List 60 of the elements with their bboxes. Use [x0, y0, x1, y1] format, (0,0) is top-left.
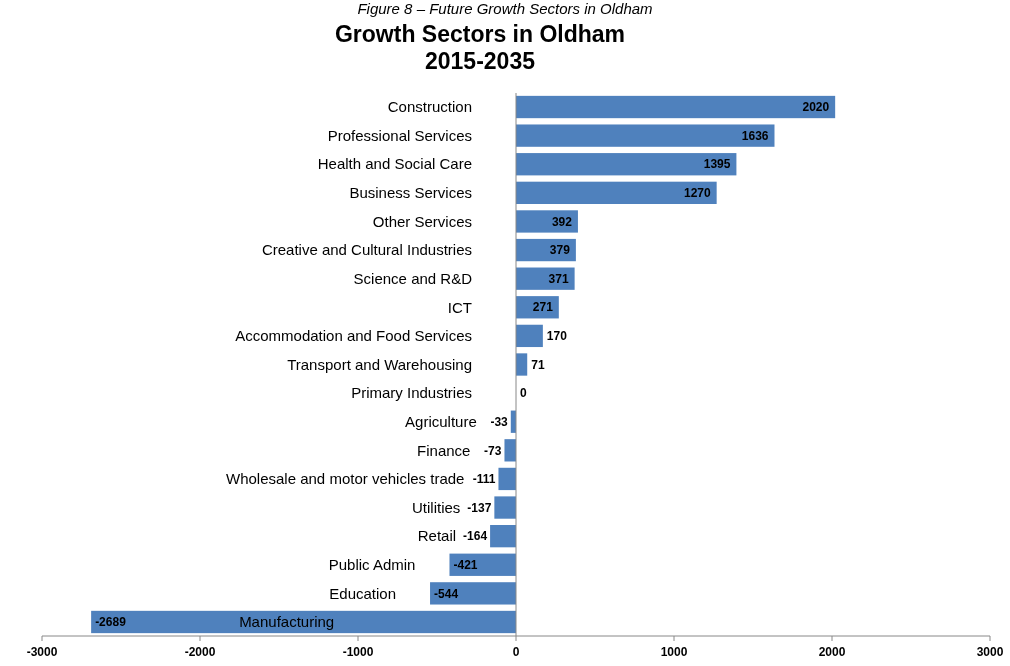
data-label: -544	[434, 586, 459, 601]
bar	[516, 210, 578, 233]
data-label: -111	[472, 472, 496, 487]
chart-title: Growth Sectors in Oldham 2015-2035	[334, 21, 626, 74]
data-label: 0	[520, 386, 527, 401]
y-tick-label: Professional Services	[327, 126, 472, 144]
y-tick-label: Public Admin	[328, 556, 416, 574]
y-tick-label: Science and R&D	[353, 269, 473, 287]
data-label: -33	[490, 414, 509, 429]
x-tick-label: -1000	[342, 645, 374, 659]
y-tick-label: Primary Industries	[351, 384, 472, 402]
bar	[516, 181, 717, 204]
data-label: 1270	[683, 186, 711, 201]
bar	[516, 153, 737, 176]
bar	[494, 496, 516, 519]
caption: Figure 8 – Future Growth Sectors in Oldham	[357, 0, 653, 17]
data-label: 379	[549, 243, 571, 258]
data-label: -73	[484, 443, 502, 458]
y-tick-label: Finance	[417, 441, 471, 459]
bar	[430, 582, 516, 605]
bar	[516, 324, 543, 348]
data-label: -421	[453, 557, 478, 572]
data-label: 2020	[802, 100, 830, 115]
y-tick-label: Manufacturing	[239, 613, 335, 631]
bar	[91, 610, 516, 634]
data-label: 1636	[741, 128, 769, 143]
data-label: 271	[532, 300, 554, 315]
y-tick-label: Other Services	[372, 212, 472, 230]
y-tick-label: Health and Social Care	[317, 155, 472, 173]
x-tick-label: -2000	[184, 645, 216, 659]
y-tick-label: Accommodation and Food Services	[235, 327, 472, 345]
y-tick-label: Agriculture	[405, 412, 477, 430]
y-tick-label: ICT	[447, 298, 472, 316]
y-tick-label: Education	[329, 584, 397, 602]
data-label: -137	[467, 500, 492, 515]
y-tick-label: Construction	[387, 98, 472, 116]
y-tick-label: Creative and Cultural Industries	[261, 241, 472, 259]
bar	[516, 95, 836, 119]
data-label: 71	[531, 357, 545, 372]
data-label: 392	[551, 214, 573, 229]
y-tick-label: Retail	[417, 527, 457, 545]
y-tick-label: Business Services	[349, 184, 472, 202]
x-tick-label: 3000	[976, 645, 1004, 659]
x-tick-label: 2000	[818, 645, 846, 659]
data-label: -164	[463, 529, 488, 544]
y-tick-label: Wholesale and motor vehicles trade	[225, 470, 465, 488]
x-tick-label: 0	[512, 645, 520, 659]
x-tick-label: -3000	[26, 645, 58, 659]
bar	[490, 525, 516, 548]
bar	[516, 124, 775, 147]
bar	[504, 439, 516, 462]
bar	[498, 467, 516, 491]
bar	[516, 353, 528, 376]
data-label: -2689	[95, 615, 127, 630]
y-tick-label: Transport and Warehousing	[287, 355, 472, 373]
y-tick-label: Utilities	[412, 498, 461, 516]
data-label: 371	[548, 271, 569, 286]
x-tick-label: 1000	[660, 645, 688, 659]
data-label: 170	[546, 329, 568, 344]
data-label: 1395	[703, 157, 731, 172]
